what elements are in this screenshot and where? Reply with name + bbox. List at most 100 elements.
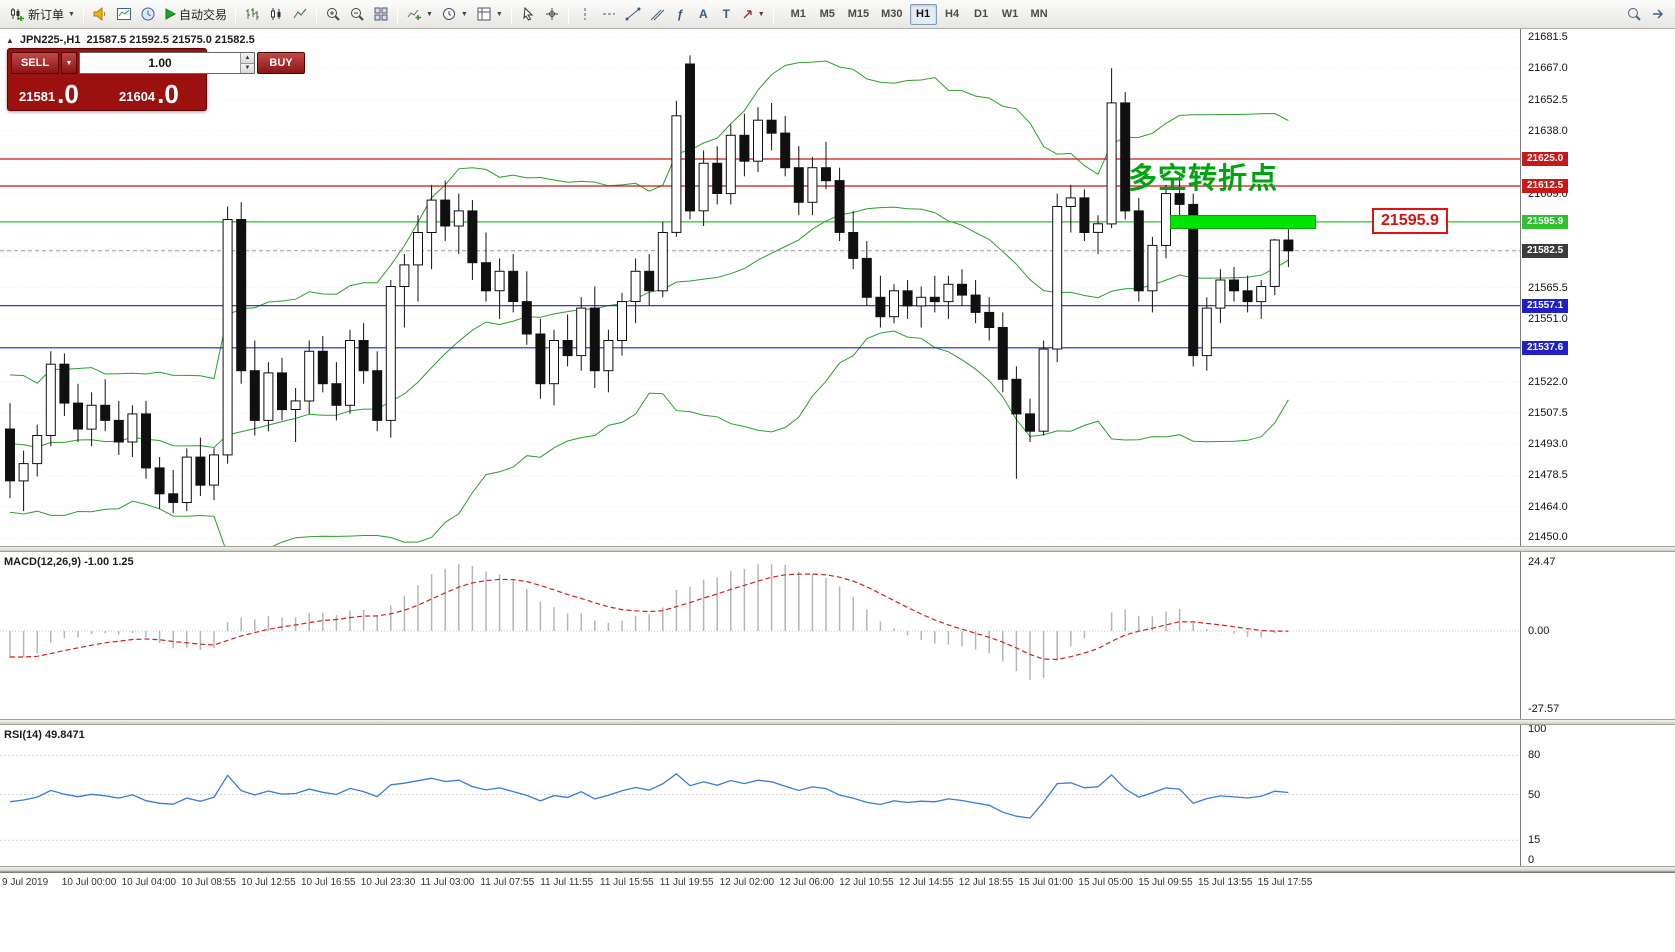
periods-button[interactable]: ▼ [437, 3, 472, 26]
cursor-icon [520, 6, 536, 22]
arrows-dropdown-button[interactable]: ▼ [738, 3, 769, 26]
time-axis-label: 15 Jul 09:55 [1138, 877, 1193, 888]
new-order-icon [9, 6, 25, 22]
toolbar-separator [315, 4, 317, 24]
volume-decrease-button[interactable]: ▼ [241, 63, 254, 73]
time-axis-label: 10 Jul 23:30 [360, 877, 416, 888]
zoom-in-icon [325, 6, 341, 22]
timeframe-button-h4[interactable]: H4 [945, 8, 960, 20]
macd-canvas[interactable] [0, 552, 1520, 719]
price-marker-badge-resistance: 21625.0 [1522, 152, 1569, 166]
indicators-button[interactable]: ▼ [402, 3, 437, 26]
chart-header: ▲ JPN225-,H1 21587.5 21592.5 21575.0 215… [6, 34, 255, 46]
channel-button[interactable] [645, 3, 669, 26]
zoom-out-icon [349, 6, 365, 22]
text-button[interactable]: A [692, 3, 715, 26]
timeframe-button-m5[interactable]: M5 [819, 8, 835, 20]
clock-icon [441, 6, 457, 22]
timeframe-button-m30[interactable]: M30 [881, 8, 903, 20]
price-label-callout[interactable]: 21595.9 [1372, 207, 1448, 234]
price-axis-label: 21464.0 [1528, 500, 1568, 513]
buy-price-display[interactable]: 21604 .0 [103, 76, 203, 107]
one-click-collapse-icon[interactable]: ▲ [6, 35, 14, 45]
volume-stepper: ▲ ▼ [240, 53, 254, 73]
timeframe-button-h1[interactable]: H1 [909, 3, 937, 25]
text-label-button[interactable]: T [715, 3, 738, 26]
sell-price-main: 21581 [19, 89, 56, 104]
tile-windows-button[interactable] [369, 3, 393, 26]
bar-chart-button[interactable] [240, 3, 264, 26]
horizontal-line-button[interactable] [597, 3, 621, 26]
timeframe-button-m15[interactable]: M15 [847, 8, 870, 20]
sell-price-display[interactable]: 21581 .0 [11, 76, 103, 107]
timeframe-button-d1[interactable]: D1 [974, 8, 989, 20]
chevron-down-icon: ▼ [68, 10, 75, 18]
fibonacci-icon: ƒ [676, 7, 684, 21]
toolbar-separator [234, 4, 236, 24]
search-button[interactable] [1622, 3, 1646, 26]
candlestick-chart-button[interactable] [264, 3, 288, 26]
new-order-button[interactable]: 新订单 ▼ [5, 3, 79, 26]
panel-splitter[interactable] [0, 719, 1675, 725]
channel-icon [649, 6, 665, 22]
price-axis[interactable]: 21681.5 21667.0 21652.5 21638.0 21609.0 21565… [1520, 29, 1675, 872]
panel-splitter[interactable] [0, 866, 1675, 872]
highlight-rectangle-object[interactable] [1170, 214, 1316, 229]
horizontal-line-icon [601, 6, 617, 22]
order-type-dropdown[interactable]: ▼ [61, 52, 77, 74]
chart-window-icon [116, 6, 132, 22]
zoom-in-button[interactable] [321, 3, 345, 26]
zoom-out-button[interactable] [345, 3, 369, 26]
price-marker-badge-support: 21537.6 [1522, 340, 1569, 355]
panel-splitter[interactable] [0, 546, 1675, 552]
text-annotation[interactable]: 多空转折点 [1128, 162, 1279, 195]
vertical-line-button[interactable] [573, 3, 597, 26]
volume-increase-button[interactable]: ▲ [241, 53, 254, 64]
signals-button[interactable] [88, 3, 112, 26]
volume-input[interactable] [80, 53, 240, 73]
timeframe-group: M1 M5 M15 M30 H1 H4 D1 W1 MN [784, 3, 1054, 25]
macd-indicator-panel[interactable] [0, 552, 1520, 719]
templates-button[interactable]: ▼ [472, 3, 507, 26]
timeframe-button-mn[interactable]: MN [1030, 8, 1048, 20]
buy-price-main: 21604 [119, 89, 156, 104]
price-chart-panel[interactable] [0, 29, 1520, 546]
time-axis-label: 12 Jul 06:00 [779, 877, 834, 888]
timeframe-button-w1[interactable]: W1 [1001, 8, 1019, 20]
price-marker-badge-current-price: 21582.5 [1522, 243, 1569, 258]
chart-window-button[interactable] [112, 3, 136, 26]
crosshair-button[interactable] [540, 3, 564, 26]
autotrading-button[interactable]: 自动交易 [160, 3, 231, 26]
trendline-button[interactable] [621, 3, 645, 26]
time-axis-label: 15 Jul 17:55 [1257, 877, 1313, 888]
rsi-axis-label: 0 [1528, 854, 1535, 866]
crosshair-icon [544, 6, 560, 22]
chevron-down-icon: ▼ [425, 10, 433, 18]
toolbar-separator [82, 4, 84, 24]
ohlc-values: 21587.5 21592.5 21575.0 21582.5 [86, 34, 255, 46]
cursor-button[interactable] [516, 3, 540, 26]
forward-button[interactable] [1646, 3, 1670, 26]
fibonacci-button[interactable]: ƒ [669, 3, 692, 26]
forward-arrow-icon [1650, 6, 1666, 22]
rsi-indicator-panel[interactable] [0, 725, 1520, 866]
timeframe-button-m1[interactable]: M1 [790, 8, 806, 20]
time-axis[interactable]: 9 Jul 2019 10 Jul 00:00 10 Jul 04:00 10 Jul… [0, 872, 1675, 894]
trendline-icon [625, 6, 641, 22]
text-icon: A [698, 7, 708, 21]
line-chart-icon [292, 6, 308, 22]
rsi-axis-label: 100 [1528, 723, 1547, 735]
data-window-button[interactable] [136, 3, 160, 26]
time-axis-label: 9 Jul 2019 [2, 877, 49, 888]
rsi-canvas[interactable] [0, 725, 1520, 866]
sell-button[interactable]: SELL [11, 52, 59, 74]
arrow-shape-icon [742, 8, 754, 20]
price-chart-canvas[interactable] [0, 29, 1520, 546]
time-axis-label: 10 Jul 00:00 [61, 877, 117, 888]
data-window-icon [140, 6, 156, 22]
toolbar-separator [510, 4, 512, 24]
line-chart-button[interactable] [288, 3, 312, 26]
symbol-period-label: JPN225-,H1 [19, 34, 81, 46]
buy-button[interactable]: BUY [257, 52, 305, 74]
vertical-line-icon [577, 6, 593, 22]
